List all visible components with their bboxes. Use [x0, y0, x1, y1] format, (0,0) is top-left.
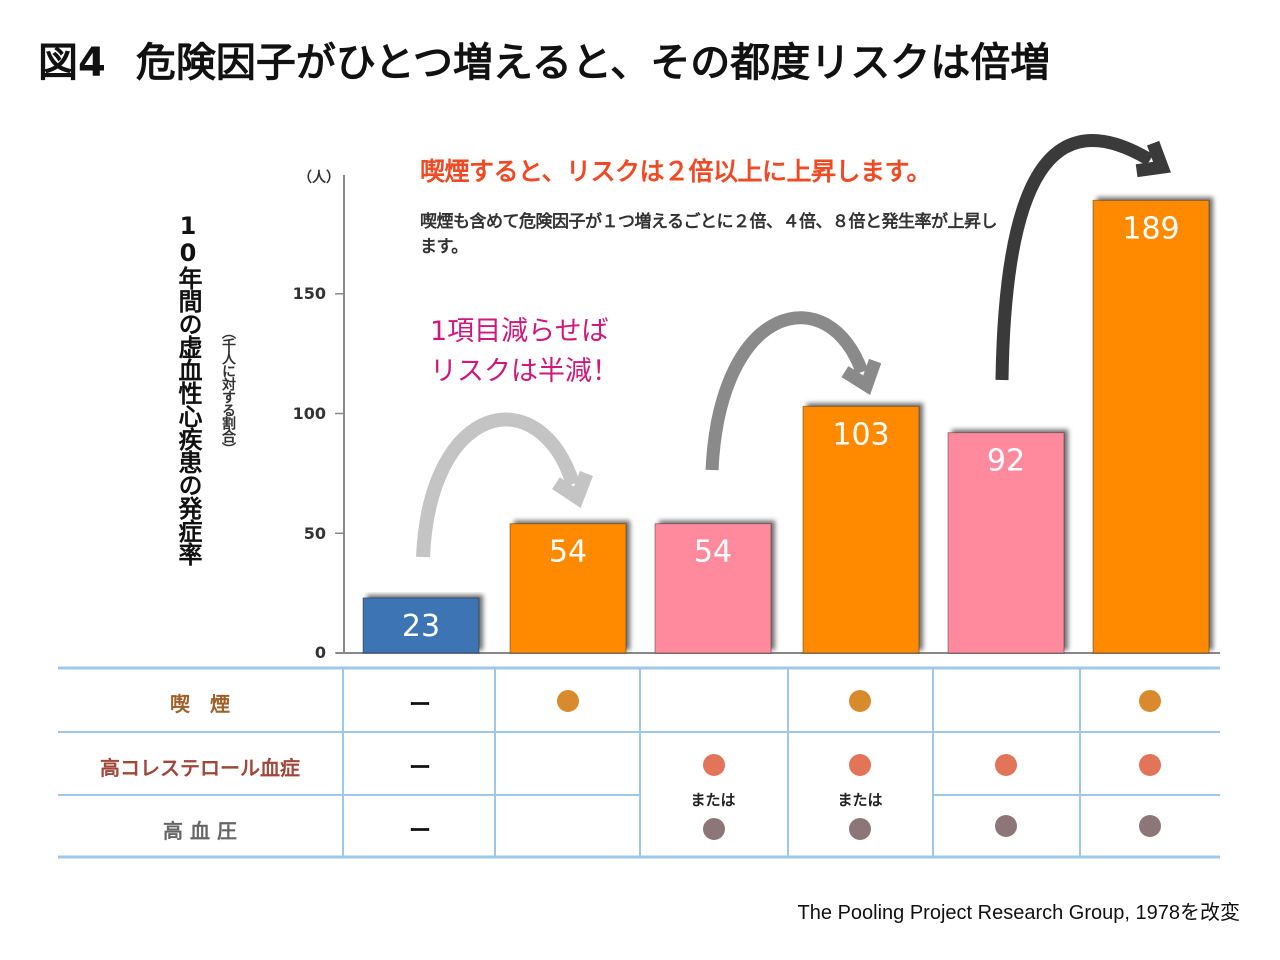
bar-value-label: 54: [549, 535, 587, 570]
curved-arrow-icon: [416, 412, 580, 558]
cholesterol-dot: [849, 754, 871, 776]
bar: [1092, 199, 1210, 654]
none-dash: ー: [408, 693, 431, 718]
callout-line-1: 1項目減らせば: [430, 316, 609, 347]
bar-value-label: 92: [987, 444, 1025, 479]
smoking-dot: [1139, 690, 1161, 712]
cholesterol-dot: [1139, 754, 1161, 776]
arrow-head-icon: [1135, 140, 1171, 178]
bar-value-label: 23: [402, 609, 440, 644]
y-tick-label: 100: [292, 404, 326, 423]
figure-title-text: 危険因子がひとつ増えると、その都度リスクは倍増: [135, 40, 1051, 86]
none-dash: ー: [408, 756, 431, 781]
bar-value-label: 189: [1122, 211, 1179, 246]
y-axis-subtitle: （千人に対する割合）: [220, 325, 236, 455]
row-label-blood-pressure: 高 血 圧: [163, 819, 237, 843]
blood-pressure-dot: [849, 818, 871, 840]
bar: [947, 432, 1065, 654]
row-label-smoking: 喫 煙: [170, 692, 230, 716]
headline-annotation: 喫煙すると、リスクは２倍以上に上昇します。: [420, 157, 932, 186]
y-axis-title: 10年間の虚血性心疾患の発症率: [174, 212, 202, 565]
y-tick-label: 0: [314, 643, 326, 662]
bar: [802, 405, 920, 654]
row-label-cholesterol: 高コレステロール血症: [100, 756, 300, 780]
curved-arrow-icon: [705, 311, 869, 471]
none-dash: ー: [408, 819, 431, 844]
figure-number: 図4: [38, 40, 106, 86]
callout-annotation: 1項目減らせば リスクは半減！: [430, 312, 619, 392]
y-tick-label: 50: [303, 524, 326, 543]
curved-arrow-icon: [995, 134, 1154, 381]
callout-line-2: リスクは半減！: [430, 356, 619, 387]
blood-pressure-dot: [1139, 815, 1161, 837]
figure-title: 図4 危険因子がひとつ増えると、その都度リスクは倍増: [38, 30, 1050, 88]
or-label: または: [837, 791, 883, 809]
smoking-dot: [849, 690, 871, 712]
bar-value-label: 54: [694, 535, 732, 570]
bar: [654, 523, 772, 654]
arrow-head-icon: [841, 358, 882, 396]
cholesterol-dot: [703, 754, 725, 776]
or-label: または: [690, 791, 736, 809]
bar: [509, 523, 627, 654]
blood-pressure-dot: [995, 815, 1017, 837]
bar: [362, 597, 480, 654]
blood-pressure-dot: [703, 818, 725, 840]
bar-value-label: 103: [832, 417, 889, 452]
smoking-dot: [557, 690, 579, 712]
cholesterol-dot: [995, 754, 1017, 776]
y-tick-label: 150: [292, 284, 326, 303]
subtext-annotation: 喫煙も含めて危険因子が１つ増えるごとに２倍、４倍、８倍と発生率が上昇します。: [420, 212, 998, 257]
citation: The Pooling Project Research Group, 1978…: [797, 902, 1240, 924]
arrow-head-icon: [552, 470, 593, 509]
y-axis-unit: （人）: [298, 170, 340, 186]
